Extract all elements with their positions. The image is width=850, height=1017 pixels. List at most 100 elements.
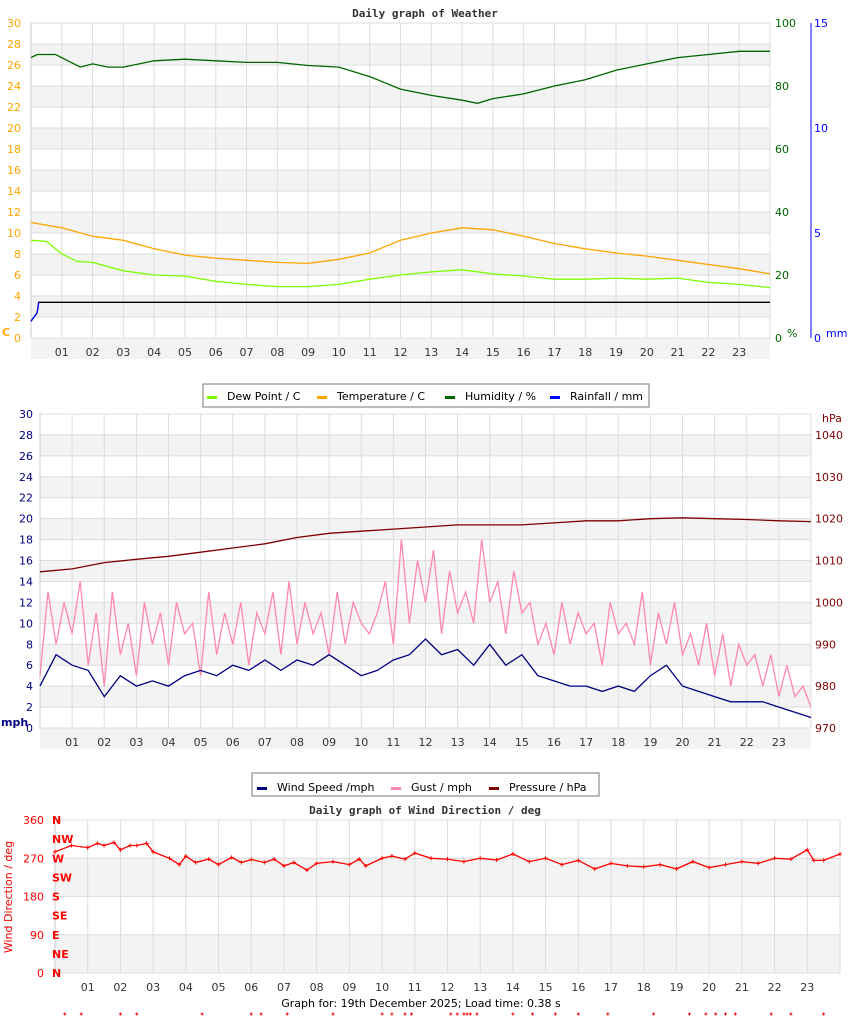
wind-direction-point: [262, 860, 267, 865]
wind-direction-point: [592, 866, 597, 871]
y-tick-label-hpa: 1000: [815, 596, 843, 609]
bottom-marker: [455, 1012, 459, 1016]
chart-wind-direction: 01 02 03 04 05 06 07 08 09 10 11 12 13 14 15 16 17 18 19 20…: [23, 814, 842, 994]
x-tick-label: 08: [290, 736, 304, 749]
x-tick-label: 20: [702, 981, 716, 994]
x-tick-label: 04: [179, 981, 193, 994]
wind-direction-point: [118, 847, 123, 852]
wind-direction-point: [478, 856, 483, 861]
wind-direction-point: [772, 856, 777, 861]
wind-direction-point: [357, 857, 362, 862]
bottom-marker: [285, 1012, 289, 1016]
wind-direction-point: [314, 861, 319, 866]
x-tick-label: 09: [322, 736, 336, 749]
wind-direction-point: [249, 857, 254, 862]
bottom-marker: [606, 1012, 610, 1016]
wind-direction-point: [429, 856, 434, 861]
wind-direction-point: [403, 857, 407, 862]
wind-direction-point: [102, 843, 107, 848]
x-tick-label: 21: [708, 736, 722, 749]
y-tick-label-temp: 10: [7, 227, 21, 240]
y-tick-label-humidity: 0: [775, 332, 782, 345]
x-tick-label: 21: [735, 981, 749, 994]
wind-direction-point: [756, 861, 761, 866]
wind-direction-point: [216, 862, 221, 867]
y-tick-label-humidity: 80: [775, 80, 789, 93]
wind-direction-point: [282, 863, 286, 868]
bottom-marker: [704, 1012, 708, 1016]
y-tick-label-deg: 90: [30, 929, 44, 942]
y-tick-label-deg: 180: [23, 891, 44, 904]
y-tick-label-mph: 22: [19, 492, 33, 505]
y-tick-label-temp: 14: [7, 185, 21, 198]
wind-direction-point: [363, 863, 368, 868]
x-tick-label: 10: [375, 981, 389, 994]
y-tick-label-temp: 26: [7, 59, 21, 72]
legend-rainfall: Rainfall / mm: [570, 390, 643, 403]
y-tick-label-hpa: 980: [815, 680, 836, 693]
bottom-marker: [553, 1012, 557, 1016]
wind-direction-point: [723, 862, 728, 867]
y-tick-label-temp: 0: [14, 332, 21, 345]
x-tick-label: 17: [579, 736, 593, 749]
bottom-marker: [259, 1012, 263, 1016]
x-tick-label: 14: [483, 736, 497, 749]
wind-direction-point: [177, 862, 182, 867]
y-tick-label-temp: 20: [7, 122, 21, 135]
wind-direction-point: [144, 841, 149, 846]
mph-unit-label: mph: [1, 716, 28, 729]
compass-label: N: [52, 814, 61, 827]
compass-label: SW: [52, 871, 72, 884]
wind-direction-point: [206, 857, 211, 862]
y-tick-label-humidity: 40: [775, 206, 789, 219]
legend-windspeed: Wind Speed /mph: [277, 781, 375, 794]
y-tick-label-temp: 16: [7, 164, 21, 177]
x-tick-label: 12: [419, 736, 433, 749]
x-tick-label: 17: [604, 981, 618, 994]
wind-direction-point: [380, 856, 385, 861]
y-tick-label-rainfall: 5: [814, 227, 821, 240]
y-tick-label-temp: 4: [14, 290, 21, 303]
y-tick-label-deg: 360: [23, 814, 44, 827]
wind-direction-point: [304, 868, 309, 873]
wind-direction-point: [576, 858, 581, 863]
y-tick-label-mph: 2: [26, 701, 33, 714]
wind-direction-point: [239, 860, 244, 865]
legend-swatch-rainfall: [550, 396, 560, 399]
y-tick-label-mph: 30: [19, 408, 33, 421]
wind-direction-point: [151, 849, 156, 854]
bottom-markers: [63, 1012, 826, 1016]
y-tick-label-temp: 6: [14, 269, 21, 282]
bottom-marker: [331, 1012, 335, 1016]
wind-direction-point: [229, 855, 234, 860]
x-tick-label: 16: [517, 346, 531, 359]
x-tick-label: 04: [162, 736, 176, 749]
x-tick-label: 16: [547, 736, 561, 749]
x-tick-label: 19: [669, 981, 683, 994]
wind-direction-axis-label: Wind Direction / deg: [2, 841, 15, 953]
legend-swatch-gust: [391, 787, 401, 790]
chart1-title: Daily graph of Weather: [352, 7, 498, 20]
x-tick-label: 02: [113, 981, 127, 994]
x-tick-label: 13: [424, 346, 438, 359]
x-tick-label: 19: [609, 346, 623, 359]
wind-direction-point: [543, 856, 548, 861]
bottom-marker: [200, 1012, 204, 1016]
legend-swatch-pressure: [489, 787, 499, 790]
x-tick-label: 06: [209, 346, 223, 359]
x-tick-label: 12: [394, 346, 408, 359]
y-tick-label-temp: 22: [7, 101, 21, 114]
y-tick-label-mph: 0: [26, 722, 33, 735]
bottom-marker: [733, 1012, 737, 1016]
y-tick-label-humidity: 60: [775, 143, 789, 156]
y-tick-label-mph: 16: [19, 555, 33, 568]
x-tick-label: 23: [732, 346, 746, 359]
x-tick-label: 11: [386, 736, 400, 749]
x-tick-label: 05: [212, 981, 226, 994]
bottom-marker: [652, 1012, 656, 1016]
y-tick-label-temp: 8: [14, 248, 21, 261]
x-tick-label: 14: [506, 981, 520, 994]
bottom-marker: [769, 1012, 773, 1016]
legend-weather: Dew Point / C Temperature / C Humidity /…: [202, 383, 650, 408]
x-tick-label: 03: [116, 346, 130, 359]
